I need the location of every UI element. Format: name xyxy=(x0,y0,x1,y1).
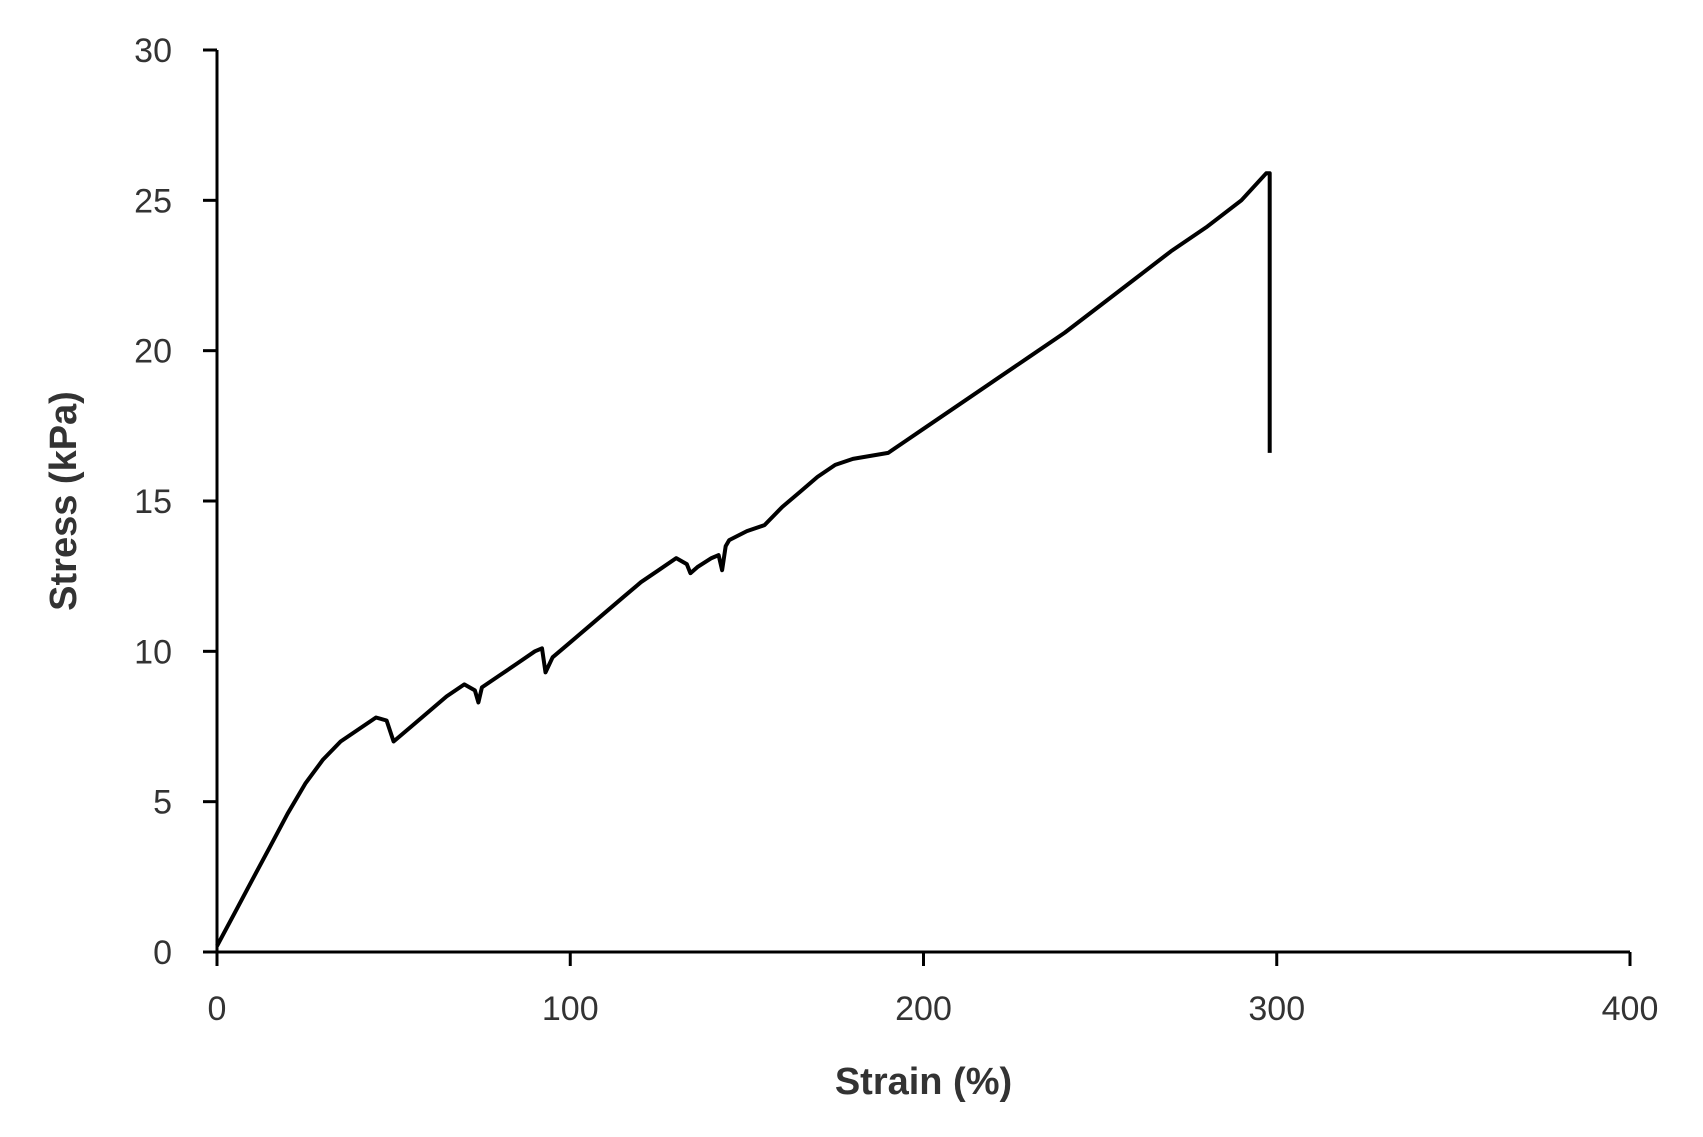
x-tick-label: 200 xyxy=(895,990,952,1028)
x-tick-label: 400 xyxy=(1602,990,1659,1028)
y-tick-label: 5 xyxy=(153,784,172,822)
y-tick-label: 20 xyxy=(134,333,172,371)
y-tick-label: 25 xyxy=(134,182,172,220)
y-tick-label: 15 xyxy=(134,483,172,521)
series-layer xyxy=(215,171,1272,947)
y-tick-label: 0 xyxy=(153,934,172,972)
axes xyxy=(215,50,1630,954)
stress-strain-series-line xyxy=(215,171,1272,947)
x-tick-label: 300 xyxy=(1248,990,1305,1028)
ticks: 0 100 200 300 400 0 5 10 15 20 25 30 xyxy=(134,32,1658,1028)
y-tick-label: 10 xyxy=(134,633,172,671)
x-axis-title: Strain (%) xyxy=(835,1061,1012,1103)
x-tick-label: 0 xyxy=(208,990,227,1028)
x-tick-label: 100 xyxy=(542,990,599,1028)
y-axis-title: Stress (kPa) xyxy=(43,391,85,611)
y-tick-label: 30 xyxy=(134,32,172,70)
